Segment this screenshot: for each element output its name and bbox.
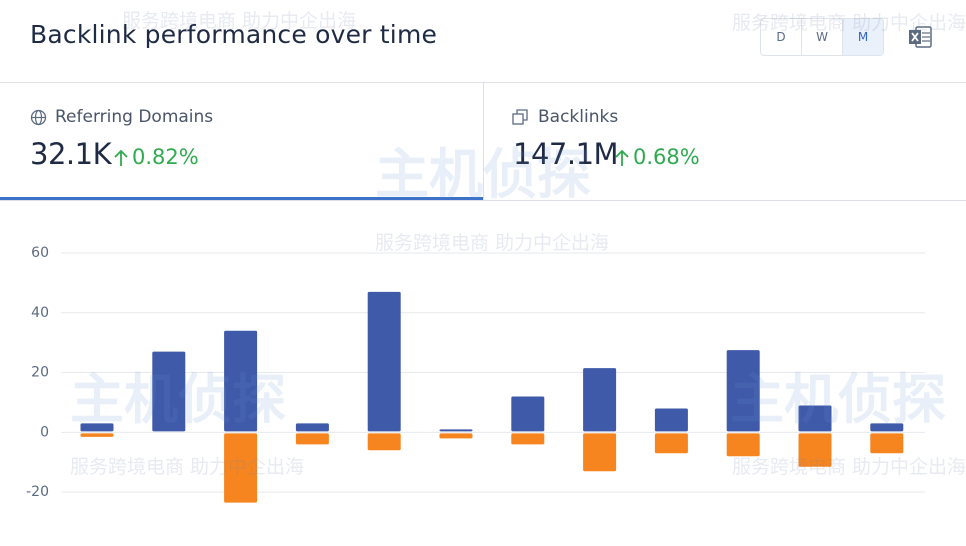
divider [483,83,484,200]
y-tick-label: 0 [40,424,49,440]
page-title: Backlink performance over time [30,20,438,49]
bar [367,433,401,451]
bar [439,433,473,439]
y-tick-label: 40 [31,305,49,321]
globe-icon [30,109,47,126]
bar [295,423,329,432]
metric-label: Referring Domains [55,107,214,127]
up-arrow [114,149,128,166]
metric-label: Backlinks [538,107,619,127]
bar [152,351,186,432]
bar [654,408,688,432]
metric-value: 147.1M [513,137,619,171]
bar [511,433,545,445]
up-arrow [615,149,629,166]
copy-icon [512,109,528,125]
period-switch: D W M [760,18,884,56]
divider [0,200,966,201]
bar [654,433,688,454]
bar [224,330,258,432]
bar [583,368,617,432]
export-excel[interactable] [908,26,932,48]
bar [870,433,904,454]
bar [80,433,114,437]
bar [726,350,760,432]
bar [367,291,401,432]
bar [439,429,473,432]
period-button[interactable]: D [761,19,802,55]
metric-tab[interactable]: Referring Domains 32.1K 0.82% [0,83,483,199]
y-tick-label: 60 [31,245,49,261]
active-tab-indicator [0,197,483,200]
bar [224,433,258,503]
bar [583,433,617,472]
bar [295,433,329,445]
metric-tab[interactable]: Backlinks 147.1M 0.68% [484,83,966,199]
y-tick-label: -20 [26,484,49,500]
bar [798,405,832,432]
metric-change: 0.68% [633,145,700,169]
bar [798,433,832,467]
metric-change: 0.82% [132,145,199,169]
period-button[interactable]: W [802,19,843,55]
bar [80,423,114,432]
metric-value: 32.1K [30,137,112,171]
bar [870,423,904,432]
divider [0,82,966,83]
y-tick-label: 20 [31,365,49,381]
bar [726,433,760,457]
bar [511,396,545,432]
period-button[interactable]: M [843,19,883,55]
